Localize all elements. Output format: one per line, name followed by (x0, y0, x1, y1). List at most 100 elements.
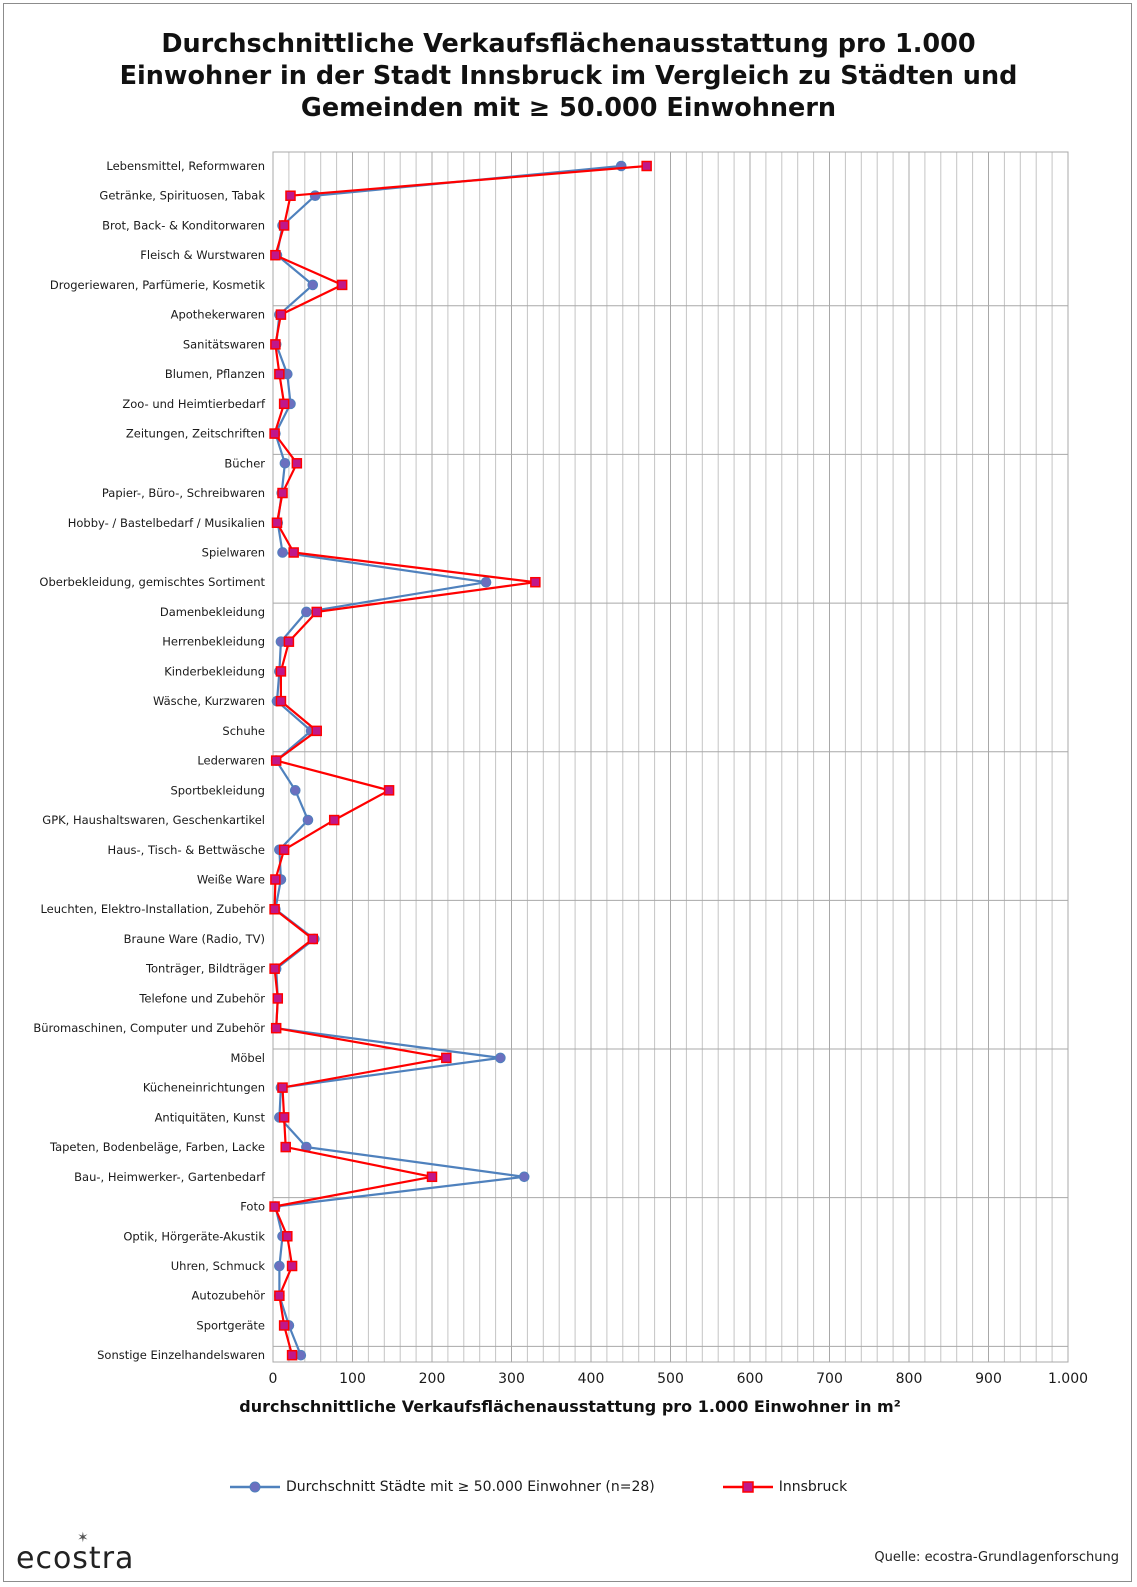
category-label: Getränke, Spirituosen, Tabak (99, 189, 265, 203)
legend-swatch-average (230, 1481, 280, 1493)
data-point (311, 606, 322, 618)
data-point (270, 249, 281, 261)
data-point (302, 814, 314, 826)
category-label: Damenbekleidung (160, 605, 265, 619)
category-label: Foto (240, 1200, 265, 1214)
category-label: Hobby- / Bastelbedarf / Musikalien (68, 516, 265, 530)
data-point (286, 1260, 298, 1272)
data-point (278, 398, 290, 410)
category-label: Lebensmittel, Reformwaren (106, 159, 265, 173)
ecostra-logo: ecostra ✶ (16, 1531, 146, 1577)
data-point (480, 576, 492, 588)
category-label: Telefone und Zubehör (138, 991, 265, 1005)
data-point (272, 993, 284, 1004)
category-label: Oberbekleidung, gemischtes Sortiment (39, 575, 265, 589)
data-point (277, 1082, 288, 1093)
legend-item-innsbruck: Innsbruck (722, 1479, 848, 1495)
data-point (278, 1320, 290, 1331)
data-point (269, 428, 280, 439)
title-line-3: Gemeinden mit ≥ 50.000 Einwohnern (300, 93, 837, 123)
category-label: Haus-, Tisch- & Bettwäsche (108, 843, 265, 857)
category-label: Drogeriewaren, Parfümerie, Kosmetik (50, 278, 265, 292)
category-label: Brot, Back- & Konditorwaren (102, 218, 265, 232)
legend-label-innsbruck: Innsbruck (778, 1479, 848, 1495)
data-point (530, 576, 541, 588)
data-point (280, 1141, 291, 1153)
x-tick-label: 700 (816, 1371, 843, 1387)
legend-swatch-innsbruck (722, 1481, 773, 1493)
data-point (286, 1349, 298, 1361)
x-tick-label: 300 (498, 1371, 525, 1387)
chart-frame (3, 3, 1132, 1582)
data-point (278, 844, 290, 856)
grid (272, 151, 1069, 1363)
logo-star-icon: ✶ (77, 1530, 89, 1546)
series-innsbruck (269, 160, 652, 1361)
category-label: Spielwaren (202, 545, 265, 559)
category-label: Herrenbekleidung (162, 635, 265, 649)
data-point (277, 487, 288, 499)
data-point (307, 933, 318, 945)
data-point (301, 606, 312, 618)
x-tick-label: 100 (339, 1371, 366, 1387)
category-label: Uhren, Schmuck (171, 1259, 266, 1273)
data-point (269, 1201, 280, 1212)
data-point (274, 368, 285, 380)
data-point (270, 874, 281, 885)
data-point (311, 725, 322, 737)
data-point (383, 785, 395, 796)
data-point (271, 517, 283, 529)
data-point (291, 458, 303, 469)
data-point (336, 279, 348, 291)
category-label: Zeitungen, Zeitschriften (126, 427, 265, 441)
data-point (274, 1260, 285, 1272)
category-label: Möbel (230, 1051, 265, 1065)
data-point (269, 963, 280, 974)
x-tick-label: 1.000 (1048, 1371, 1088, 1387)
x-tick-label: 600 (737, 1371, 764, 1387)
data-point (270, 755, 282, 766)
data-point (274, 1290, 285, 1301)
category-label: GPK, Haushaltswaren, Geschenkartikel (42, 813, 265, 827)
category-label: Sportgeräte (196, 1318, 265, 1332)
category-label: Zoo- und Heimtierbedarf (122, 397, 266, 411)
data-point (275, 309, 287, 320)
category-label: Antiquitäten, Kunst (155, 1110, 266, 1124)
category-label: Fleisch & Wurstwaren (140, 248, 265, 262)
data-point (288, 547, 299, 558)
category-label: Sanitätswaren (183, 337, 265, 351)
data-point (275, 695, 287, 707)
chart-title: Durchschnittliche Verkaufsflächenausstat… (0, 28, 1137, 124)
category-label: Sonstige Einzelhandelswaren (97, 1348, 265, 1362)
category-label: Braune Ware (Radio, TV) (124, 932, 265, 946)
title-line-2: Einwohner in der Stadt Innsbruck im Verg… (119, 61, 1018, 91)
data-point (307, 279, 319, 291)
x-tick-label: 900 (975, 1371, 1002, 1387)
category-label: Autozubehör (192, 1289, 266, 1303)
data-point (282, 1231, 293, 1242)
data-point (277, 547, 288, 558)
category-label: Kinderbekleidung (164, 664, 265, 678)
x-tick-label: 400 (578, 1371, 605, 1387)
data-point (279, 457, 291, 469)
category-label: Tonträger, Bildträger (145, 962, 265, 976)
category-label: Weiße Ware (197, 873, 265, 887)
category-label: Lederwaren (197, 754, 265, 768)
category-label: Sportbekleidung (170, 783, 265, 797)
data-point (269, 903, 280, 915)
x-tick-label: 0 (269, 1371, 278, 1387)
data-point (295, 1349, 307, 1361)
legend-item-average: Durchschnitt Städte mit ≥ 50.000 Einwohn… (230, 1479, 655, 1495)
data-point (289, 785, 301, 796)
category-label: Tapeten, Bodenbeläge, Farben, Lacke (49, 1140, 265, 1154)
data-point (283, 636, 295, 647)
category-label: Papier-, Büro-, Schreibwaren (102, 486, 265, 500)
x-axis-label: durchschnittliche Verkaufsflächenausstat… (239, 1397, 900, 1416)
category-label: Kücheneinrichtungen (143, 1081, 265, 1095)
line-chart: Lebensmittel, Reformwaren Getränke, Spiri… (33, 151, 1088, 1416)
category-label: Bücher (224, 456, 265, 470)
data-point (495, 1052, 506, 1064)
data-point (270, 1022, 282, 1034)
data-point (426, 1171, 438, 1183)
x-tick-label: 800 (896, 1371, 923, 1387)
